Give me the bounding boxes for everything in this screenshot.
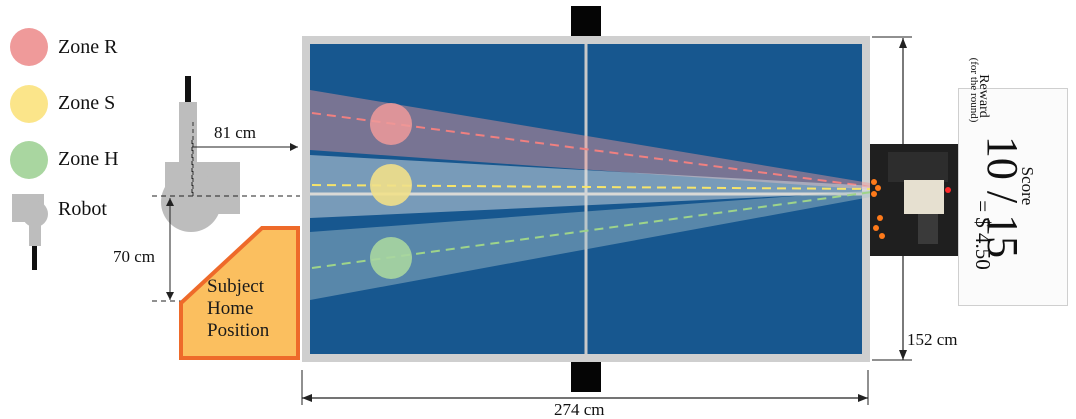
zone-s-wedge	[310, 155, 876, 218]
zone-r-swatch	[10, 28, 48, 66]
zone-s-swatch	[10, 85, 48, 123]
robot-distance-label: 81 cm	[214, 123, 257, 142]
table-width-label: 152 cm	[907, 330, 958, 349]
robot-top-view	[161, 76, 240, 232]
zone-s-circle	[370, 164, 412, 206]
zone-r-wedge	[310, 90, 876, 190]
zone-r-circle	[370, 103, 412, 145]
zone-h-swatch	[10, 141, 48, 179]
robot-label: Robot	[58, 198, 107, 220]
zone-h-wedge	[310, 190, 876, 300]
zone-r-label: Zone R	[58, 36, 118, 58]
home-label-line1: Subject	[207, 276, 264, 297]
robot-offset-label: 70 cm	[113, 247, 156, 266]
score-card: Score 10 / 15 Reward (for the round) = $…	[958, 58, 1068, 306]
zone-s-label: Zone S	[58, 92, 116, 114]
home-label-line3: Position	[207, 319, 270, 341]
home-position-area	[179, 226, 300, 360]
reward-value: = $ 4.50	[971, 200, 995, 270]
table-length-label: 274 cm	[554, 400, 605, 419]
net-post-top	[571, 6, 601, 38]
reward-sub: (for the round)	[968, 57, 980, 123]
net-post-bottom	[571, 360, 601, 392]
zone-h-circle	[370, 237, 412, 279]
robot-icon	[12, 194, 48, 270]
home-position-label: Subject Home Position	[207, 276, 297, 342]
zone-h-label: Zone H	[58, 148, 119, 170]
ball-launcher	[870, 144, 958, 256]
home-label-line2: Home	[207, 297, 254, 319]
